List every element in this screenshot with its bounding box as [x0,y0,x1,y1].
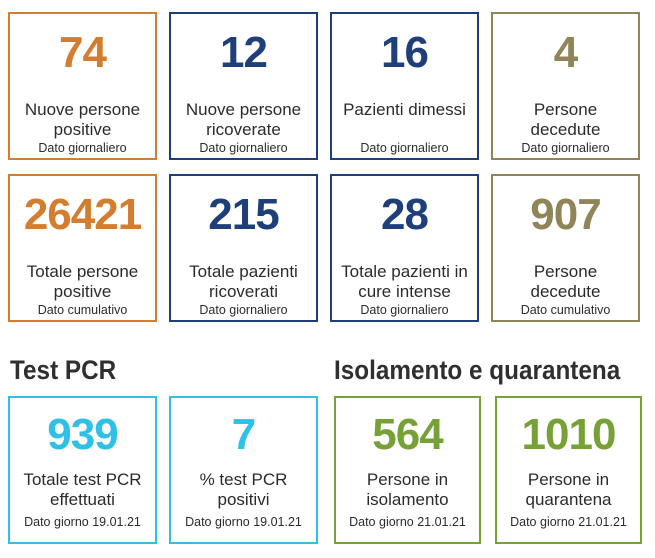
stat-value: 907 [530,190,601,239]
stat-sub: Dato giornaliero [199,303,288,317]
stat-sub: Dato cumulativo [37,303,128,317]
section-title-pcr: Test PCR [10,355,117,385]
stat-card-total-positive: 26421 Totale persone positive Dato cumul… [8,174,157,322]
stat-value: 26421 [23,190,142,239]
stat-value: 939 [47,410,118,459]
stat-label: Totale pazienti ricoverati [189,262,298,301]
stat-label: Pazienti dimessi [343,100,466,119]
stat-value: 215 [208,190,279,239]
stat-sub: Dato giorno 19.01.21 [24,515,141,529]
stat-label: Persone in isolamento [366,470,449,509]
stat-label: Totale test PCR effettuati [23,470,142,509]
stat-label: Nuove persone positive [24,100,141,139]
stat-card-new-positive: 74 Nuove persone positive Dato giornalie… [8,12,157,160]
stat-label: Persone decedute [530,262,601,301]
stat-sub: Dato giornaliero [521,141,610,155]
stat-sub: Dato giornaliero [360,141,449,155]
stat-card-isolation: 564 Persone in isolamento Dato giorno 21… [334,396,481,544]
stat-value: 28 [381,190,429,239]
stat-card-deceased-total: 907 Persone decedute Dato cumulativo [491,174,640,322]
stat-label: Persone decedute [530,100,601,139]
stat-sub: Dato cumulativo [520,303,611,317]
stat-card-intensive-care: 28 Totale pazienti in cure intense Dato … [330,174,479,322]
stat-label: Totale persone positive [26,262,139,301]
stat-card-pcr-total: 939 Totale test PCR effettuati Dato gior… [8,396,157,544]
stat-value: 74 [59,28,107,77]
stat-card-discharged: 16 Pazienti dimessi Dato giornaliero [330,12,479,160]
stat-label: % test PCR positivi [199,470,288,509]
stat-value: 564 [372,410,443,459]
stat-card-new-hospitalized: 12 Nuove persone ricoverate Dato giornal… [169,12,318,160]
stat-value: 4 [553,28,578,77]
stat-sub: Dato giorno 21.01.21 [349,515,466,529]
stat-card-quarantine: 1010 Persone in quarantena Dato giorno 2… [495,396,642,544]
stat-sub: Dato giornaliero [360,303,449,317]
stat-card-pcr-positive-pct: 7 % test PCR positivi Dato giorno 19.01.… [169,396,318,544]
stat-sub: Dato giornaliero [38,141,127,155]
stat-sub: Dato giornaliero [199,141,288,155]
stat-label: Nuove persone ricoverate [185,100,302,139]
stat-sub: Dato giorno 19.01.21 [185,515,302,529]
section-title-isolation: Isolamento e quarantena [334,355,621,385]
stat-sub: Dato giorno 21.01.21 [510,515,627,529]
stat-label: Persone in quarantena [525,470,612,509]
stat-value: 16 [381,28,429,77]
stat-value: 12 [220,28,268,77]
stat-label: Totale pazienti in cure intense [341,262,468,301]
stat-card-total-hospitalized: 215 Totale pazienti ricoverati Dato gior… [169,174,318,322]
stat-value: 7 [231,410,256,459]
stat-value: 1010 [521,410,617,459]
stat-card-deceased-daily: 4 Persone decedute Dato giornaliero [491,12,640,160]
